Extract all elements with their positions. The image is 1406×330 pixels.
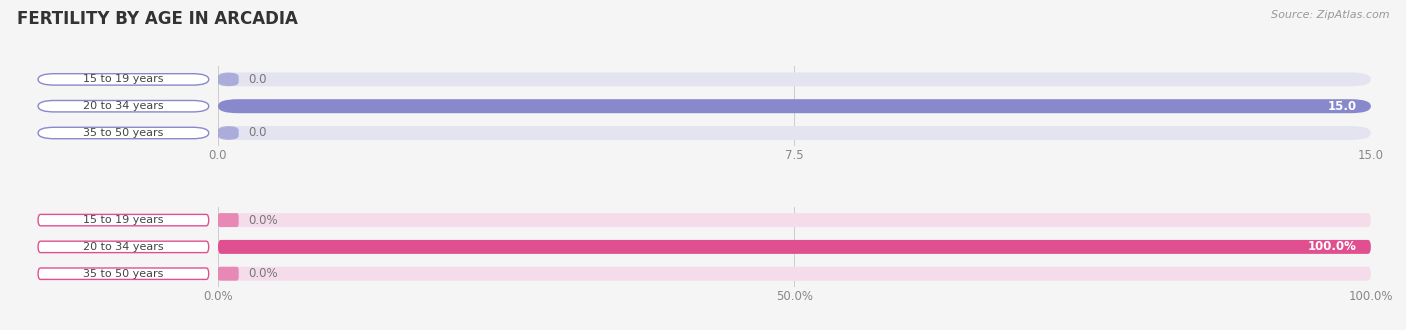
FancyBboxPatch shape	[38, 101, 208, 112]
FancyBboxPatch shape	[218, 213, 1371, 227]
FancyBboxPatch shape	[218, 99, 1371, 113]
Text: 15 to 19 years: 15 to 19 years	[83, 215, 163, 225]
Text: 100.0%: 100.0%	[1308, 240, 1357, 253]
FancyBboxPatch shape	[38, 268, 208, 280]
Text: FERTILITY BY AGE IN ARCADIA: FERTILITY BY AGE IN ARCADIA	[17, 10, 298, 28]
Text: 15 to 19 years: 15 to 19 years	[83, 74, 163, 84]
Text: 35 to 50 years: 35 to 50 years	[83, 128, 163, 138]
Text: 20 to 34 years: 20 to 34 years	[83, 242, 163, 252]
FancyBboxPatch shape	[218, 267, 239, 281]
FancyBboxPatch shape	[218, 267, 1371, 281]
Text: 0.0%: 0.0%	[247, 267, 277, 280]
Text: 0.0: 0.0	[247, 126, 266, 140]
FancyBboxPatch shape	[218, 72, 1371, 86]
FancyBboxPatch shape	[218, 72, 239, 86]
Text: 0.0%: 0.0%	[247, 214, 277, 227]
FancyBboxPatch shape	[218, 126, 239, 140]
FancyBboxPatch shape	[218, 213, 239, 227]
FancyBboxPatch shape	[38, 241, 208, 252]
Text: 0.0: 0.0	[247, 73, 266, 86]
Text: 15.0: 15.0	[1327, 100, 1357, 113]
FancyBboxPatch shape	[38, 127, 208, 139]
Text: Source: ZipAtlas.com: Source: ZipAtlas.com	[1271, 10, 1389, 20]
FancyBboxPatch shape	[38, 214, 208, 226]
Text: 35 to 50 years: 35 to 50 years	[83, 269, 163, 279]
FancyBboxPatch shape	[218, 240, 1371, 254]
Text: 20 to 34 years: 20 to 34 years	[83, 101, 163, 111]
FancyBboxPatch shape	[218, 240, 1371, 254]
FancyBboxPatch shape	[38, 74, 208, 85]
FancyBboxPatch shape	[218, 126, 1371, 140]
FancyBboxPatch shape	[218, 99, 1371, 113]
